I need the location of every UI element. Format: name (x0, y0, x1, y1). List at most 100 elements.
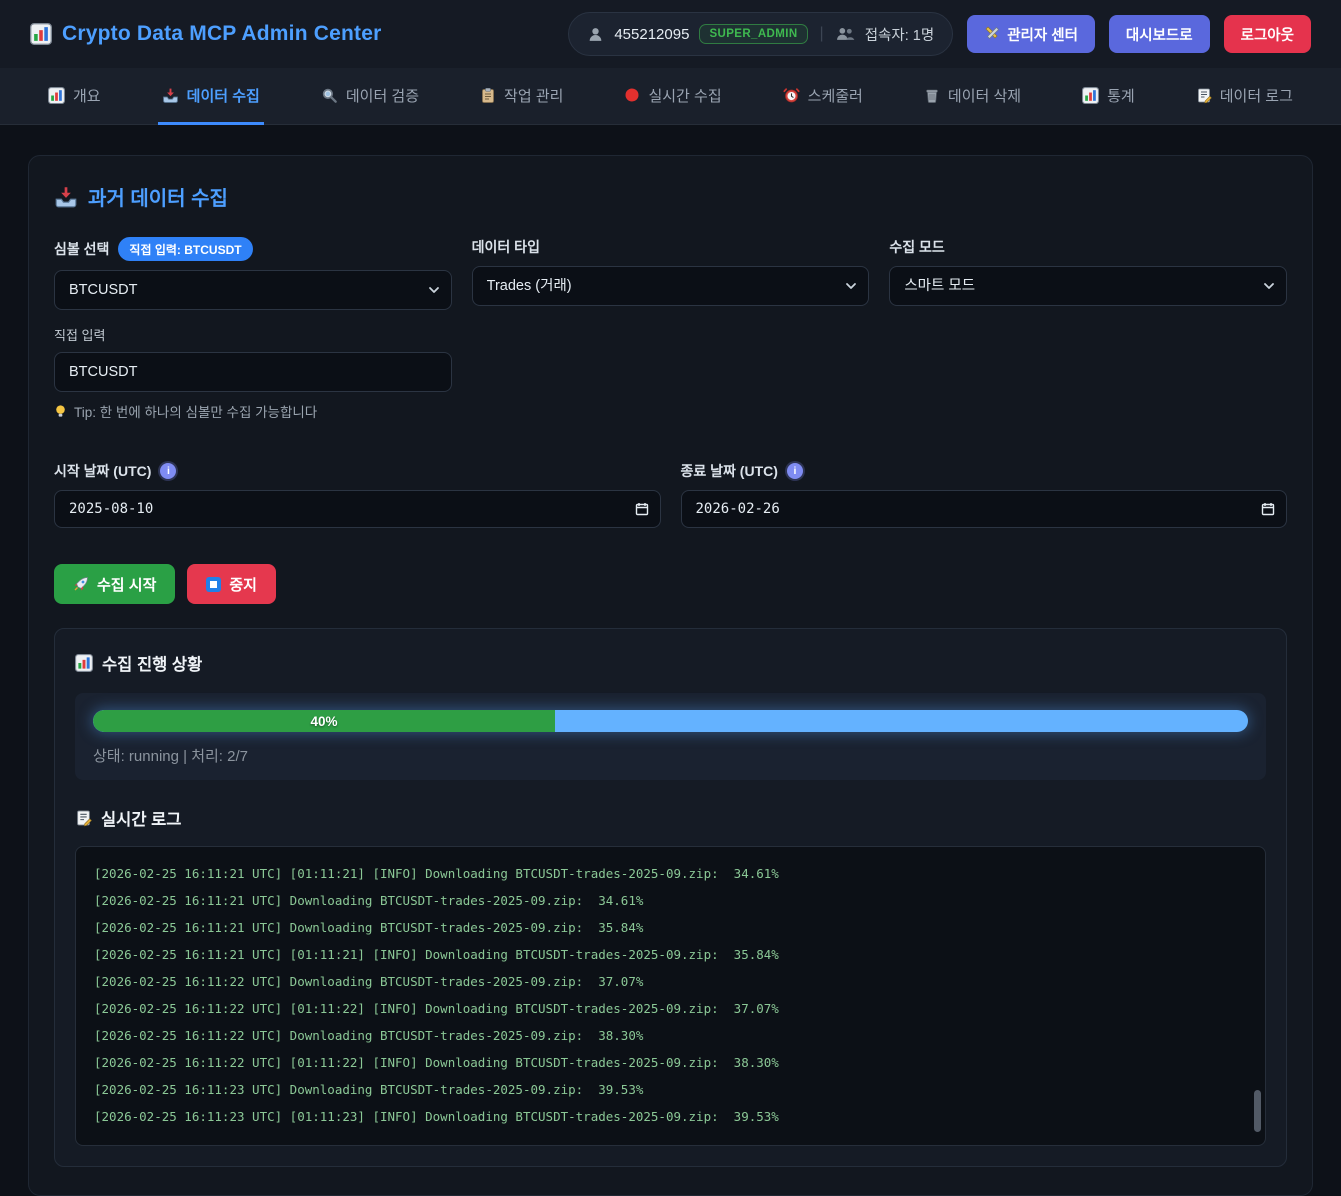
log-title-row: 실시간 로그 (75, 806, 1266, 830)
tab-data-log[interactable]: 데이터 로그 (1192, 68, 1297, 125)
tab-data-collect[interactable]: 데이터 수집 (157, 68, 264, 125)
info-icon[interactable]: i (160, 463, 177, 479)
log-console[interactable]: [2026-02-25 16:11:21 UTC] [01:11:21] [IN… (75, 846, 1266, 1146)
log-line: [2026-02-25 16:11:22 UTC] [01:11:22] [IN… (94, 1055, 779, 1070)
progress-panel: 40% 상태: running | 처리: 2/7 (75, 693, 1266, 780)
tab-scheduler[interactable]: 스케줄러 (779, 68, 867, 125)
log-line: [2026-02-25 16:11:21 UTC] [01:11:21] [IN… (94, 947, 779, 962)
progress-title-row: 수집 진행 상황 (75, 651, 1266, 675)
direct-input-field: 직접 입력 Tip: 한 번에 하나의 심볼만 수집 가능합니다 (54, 310, 452, 421)
app-header: Crypto Data MCP Admin Center 455212095 S… (0, 0, 1341, 68)
data-type-label: 데이터 타입 (471, 239, 540, 255)
info-icon[interactable]: i (786, 463, 803, 479)
tab-label: 실시간 수집 (648, 87, 722, 105)
collect-mode-label: 수집 모드 (889, 239, 945, 255)
progress-status: 상태: running | 처리: 2/7 (93, 748, 248, 765)
progress-bar: 40% (93, 710, 1248, 732)
tools-icon (984, 26, 1000, 42)
direct-input[interactable] (54, 352, 452, 392)
stop-button[interactable]: 중지 (187, 564, 276, 604)
data-type-select[interactable]: Trades (거래) (471, 266, 870, 306)
tab-icon (48, 86, 65, 104)
app-title: Crypto Data MCP Admin Center (62, 22, 382, 45)
brand: Crypto Data MCP Admin Center (30, 22, 381, 46)
divider: | (819, 25, 824, 42)
tab-icon (480, 87, 496, 104)
progress-card: 수집 진행 상황 40% 상태: running | 처리: 2/7 실시간 로… (54, 628, 1287, 1167)
admin-center-button[interactable]: 관리자 센터 (967, 15, 1095, 53)
progress-fill: 40% (93, 710, 555, 732)
tab-data-validate[interactable]: 데이터 검증 (317, 68, 423, 125)
log-line: [2026-02-25 16:11:21 UTC] Downloading BT… (94, 893, 644, 908)
bar-chart-icon (75, 654, 93, 672)
tab-label: 작업 관리 (504, 87, 564, 105)
progress-section-title: 수집 진행 상황 (102, 656, 203, 674)
log-line: [2026-02-25 16:11:21 UTC] Downloading BT… (94, 920, 644, 935)
calendar-icon[interactable] (1261, 502, 1275, 516)
user-info-pill: 455212095 SUPER_ADMIN | 접속자: 1명 (568, 12, 954, 56)
rocket-icon (73, 576, 89, 592)
section-title-row: 과거 데이터 수집 (54, 182, 1287, 211)
online-count: 접속자: 1명 (864, 27, 935, 44)
tab-overview[interactable]: 개요 (44, 68, 105, 125)
progress-percent: 40% (310, 713, 338, 729)
start-date-input[interactable] (54, 490, 661, 528)
log-line: [2026-02-25 16:11:22 UTC] Downloading BT… (94, 1028, 644, 1043)
start-collect-button[interactable]: 수집 시작 (54, 564, 176, 604)
start-date-label: 시작 날짜 (UTC) (54, 463, 152, 479)
tab-icon (1196, 87, 1212, 104)
end-date-input[interactable] (680, 490, 1287, 528)
app-logo-chart-icon (30, 23, 52, 45)
direct-input-label: 직접 입력 (54, 328, 106, 343)
log-line: [2026-02-25 16:11:22 UTC] Downloading BT… (94, 974, 644, 989)
direct-input-badge: 직접 입력: BTCUSDT (118, 237, 253, 261)
end-date-field: 종료 날짜 (UTC) i (680, 461, 1287, 528)
user-id: 455212095 (614, 25, 690, 43)
tab-data-delete[interactable]: 데이터 삭제 (920, 68, 1025, 125)
dashboard-button[interactable]: 대시보드로 (1108, 15, 1210, 53)
tab-icon (321, 87, 338, 104)
symbol-select-label: 심볼 선택 (54, 241, 110, 257)
log-section-title: 실시간 로그 (101, 811, 182, 829)
tab-label: 데이터 로그 (1219, 87, 1293, 105)
tab-icon (624, 87, 640, 103)
tab-label: 통계 (1107, 87, 1135, 105)
end-date-label: 종료 날짜 (UTC) (680, 463, 778, 479)
log-line: [2026-02-25 16:11:23 UTC] [01:11:23] [IN… (94, 1109, 779, 1124)
page-title: 과거 데이터 수집 (88, 188, 228, 210)
tab-icon (162, 87, 179, 104)
calendar-icon[interactable] (635, 502, 649, 516)
mode-field: 수집 모드 스마트 모드 (889, 237, 1287, 310)
log-line: [2026-02-25 16:11:23 UTC] Downloading BT… (94, 1082, 644, 1097)
symbol-field: 심볼 선택 직접 입력: BTCUSDT BTCUSDT (54, 237, 452, 310)
tab-label: 개요 (73, 87, 101, 105)
tab-label: 데이터 검증 (345, 87, 420, 105)
tab-realtime[interactable]: 실시간 수집 (620, 68, 725, 125)
memo-icon (75, 809, 92, 827)
tab-icon (783, 87, 800, 104)
user-icon (587, 26, 604, 43)
bulb-icon (54, 404, 67, 419)
data-type-field: 데이터 타입 Trades (거래) (471, 237, 870, 310)
tab-icon (924, 87, 940, 104)
main-nav: 개요 데이터 수집 데이터 검증 작업 관리 실시간 수집 스케줄러 데이터 삭… (0, 68, 1341, 125)
historical-collect-card: 과거 데이터 수집 심볼 선택 직접 입력: BTCUSDT BTCUSDT 데… (28, 155, 1313, 1196)
tab-stats[interactable]: 통계 (1078, 68, 1139, 125)
users-icon (836, 26, 855, 42)
log-line: [2026-02-25 16:11:21 UTC] [01:11:21] [IN… (94, 866, 779, 881)
logout-button[interactable]: 로그아웃 (1223, 15, 1311, 53)
tab-label: 데이터 수집 (186, 87, 260, 105)
inbox-tray-icon (54, 185, 78, 209)
log-line: [2026-02-25 16:11:22 UTC] [01:11:22] [IN… (94, 1001, 779, 1016)
tab-label: 데이터 삭제 (947, 87, 1022, 105)
start-date-field: 시작 날짜 (UTC) i (54, 461, 661, 528)
tab-label: 스케줄러 (807, 87, 863, 105)
collect-mode-select[interactable]: 스마트 모드 (889, 266, 1287, 306)
tab-job-manage[interactable]: 작업 관리 (476, 68, 567, 125)
stop-icon (206, 576, 222, 592)
tab-icon (1082, 86, 1100, 104)
role-badge: SUPER_ADMIN (699, 24, 808, 44)
log-scrollbar-thumb[interactable] (1254, 1090, 1261, 1132)
symbol-select[interactable]: BTCUSDT (54, 270, 452, 310)
tip-text: Tip: 한 번에 하나의 심볼만 수집 가능합니다 (74, 405, 318, 420)
